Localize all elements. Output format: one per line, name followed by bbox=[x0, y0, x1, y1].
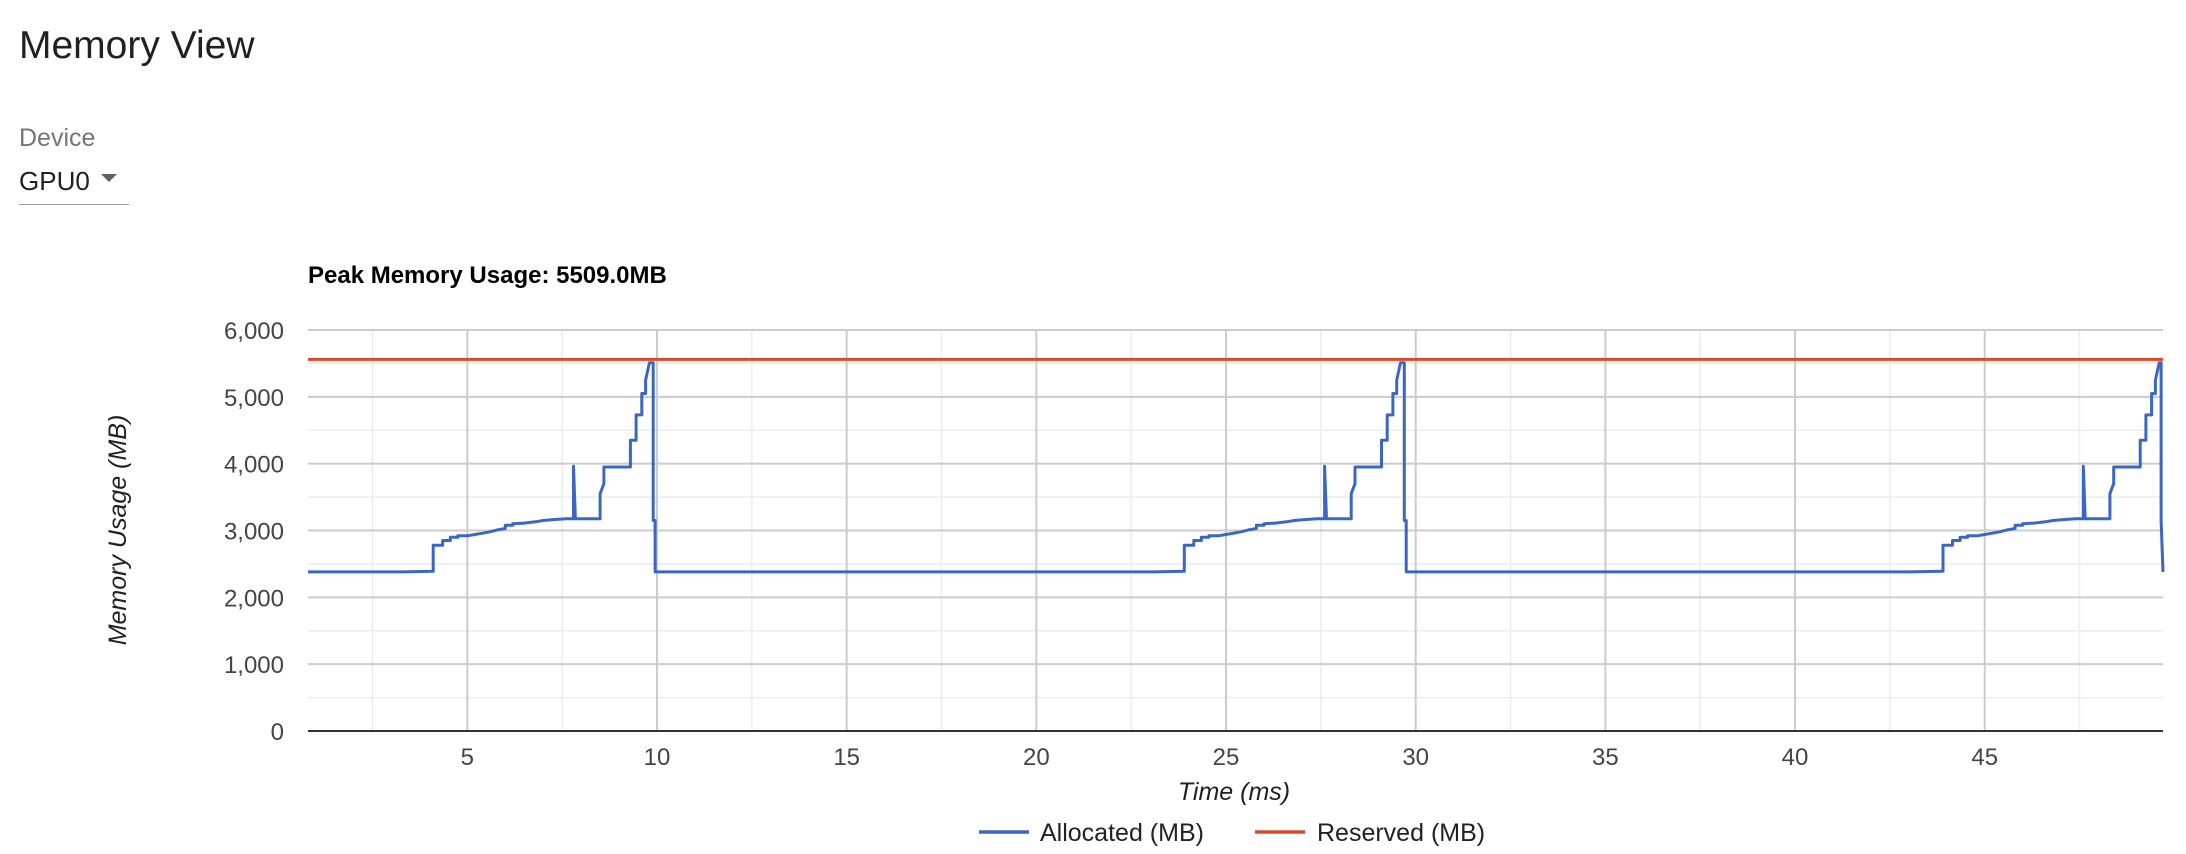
device-select[interactable]: GPU0 bbox=[19, 160, 129, 205]
y-tick-label: 2,000 bbox=[224, 585, 284, 612]
device-select-value: GPU0 bbox=[19, 166, 90, 196]
x-tick-label: 40 bbox=[1782, 744, 1809, 771]
x-tick-label: 5 bbox=[461, 744, 474, 771]
x-tick-label: 35 bbox=[1592, 744, 1619, 771]
x-tick-label: 45 bbox=[1971, 744, 1998, 771]
y-tick-label: 3,000 bbox=[224, 519, 284, 546]
page-title: Memory View bbox=[19, 24, 255, 67]
legend: Allocated (MB) Reserved (MB) bbox=[979, 819, 1485, 847]
y-tick-label: 0 bbox=[271, 719, 284, 746]
x-tick-label: 20 bbox=[1023, 744, 1050, 771]
y-axis-title: Memory Usage (MB) bbox=[104, 415, 132, 646]
x-tick-label: 30 bbox=[1402, 744, 1429, 771]
y-tick-label: 1,000 bbox=[224, 652, 284, 679]
chevron-down-icon bbox=[101, 174, 117, 182]
grid-major bbox=[308, 329, 2163, 731]
x-tick-label: 25 bbox=[1213, 744, 1240, 771]
y-tick-label: 4,000 bbox=[224, 452, 284, 479]
legend-label-reserved-mb: Reserved (MB) bbox=[1317, 819, 1485, 847]
chart-title: Peak Memory Usage: 5509.0MB bbox=[308, 262, 667, 289]
device-label: Device bbox=[19, 124, 96, 152]
y-tick-label: 6,000 bbox=[224, 318, 284, 345]
series-line-allocated-mb bbox=[308, 361, 2165, 574]
legend-label-allocated-mb: Allocated (MB) bbox=[1040, 819, 1204, 847]
series-layer bbox=[308, 357, 2165, 574]
y-tick-label: 5,000 bbox=[224, 385, 284, 412]
x-axis-title: Time (ms) bbox=[1178, 778, 1290, 806]
x-tick-label: 10 bbox=[644, 744, 671, 771]
x-tick-label: 15 bbox=[833, 744, 860, 771]
axis-layer: 5 10 15 20 25 30 35 40 45 0 1,000 2,000 3,000 4,000 5,… bbox=[224, 318, 2163, 771]
